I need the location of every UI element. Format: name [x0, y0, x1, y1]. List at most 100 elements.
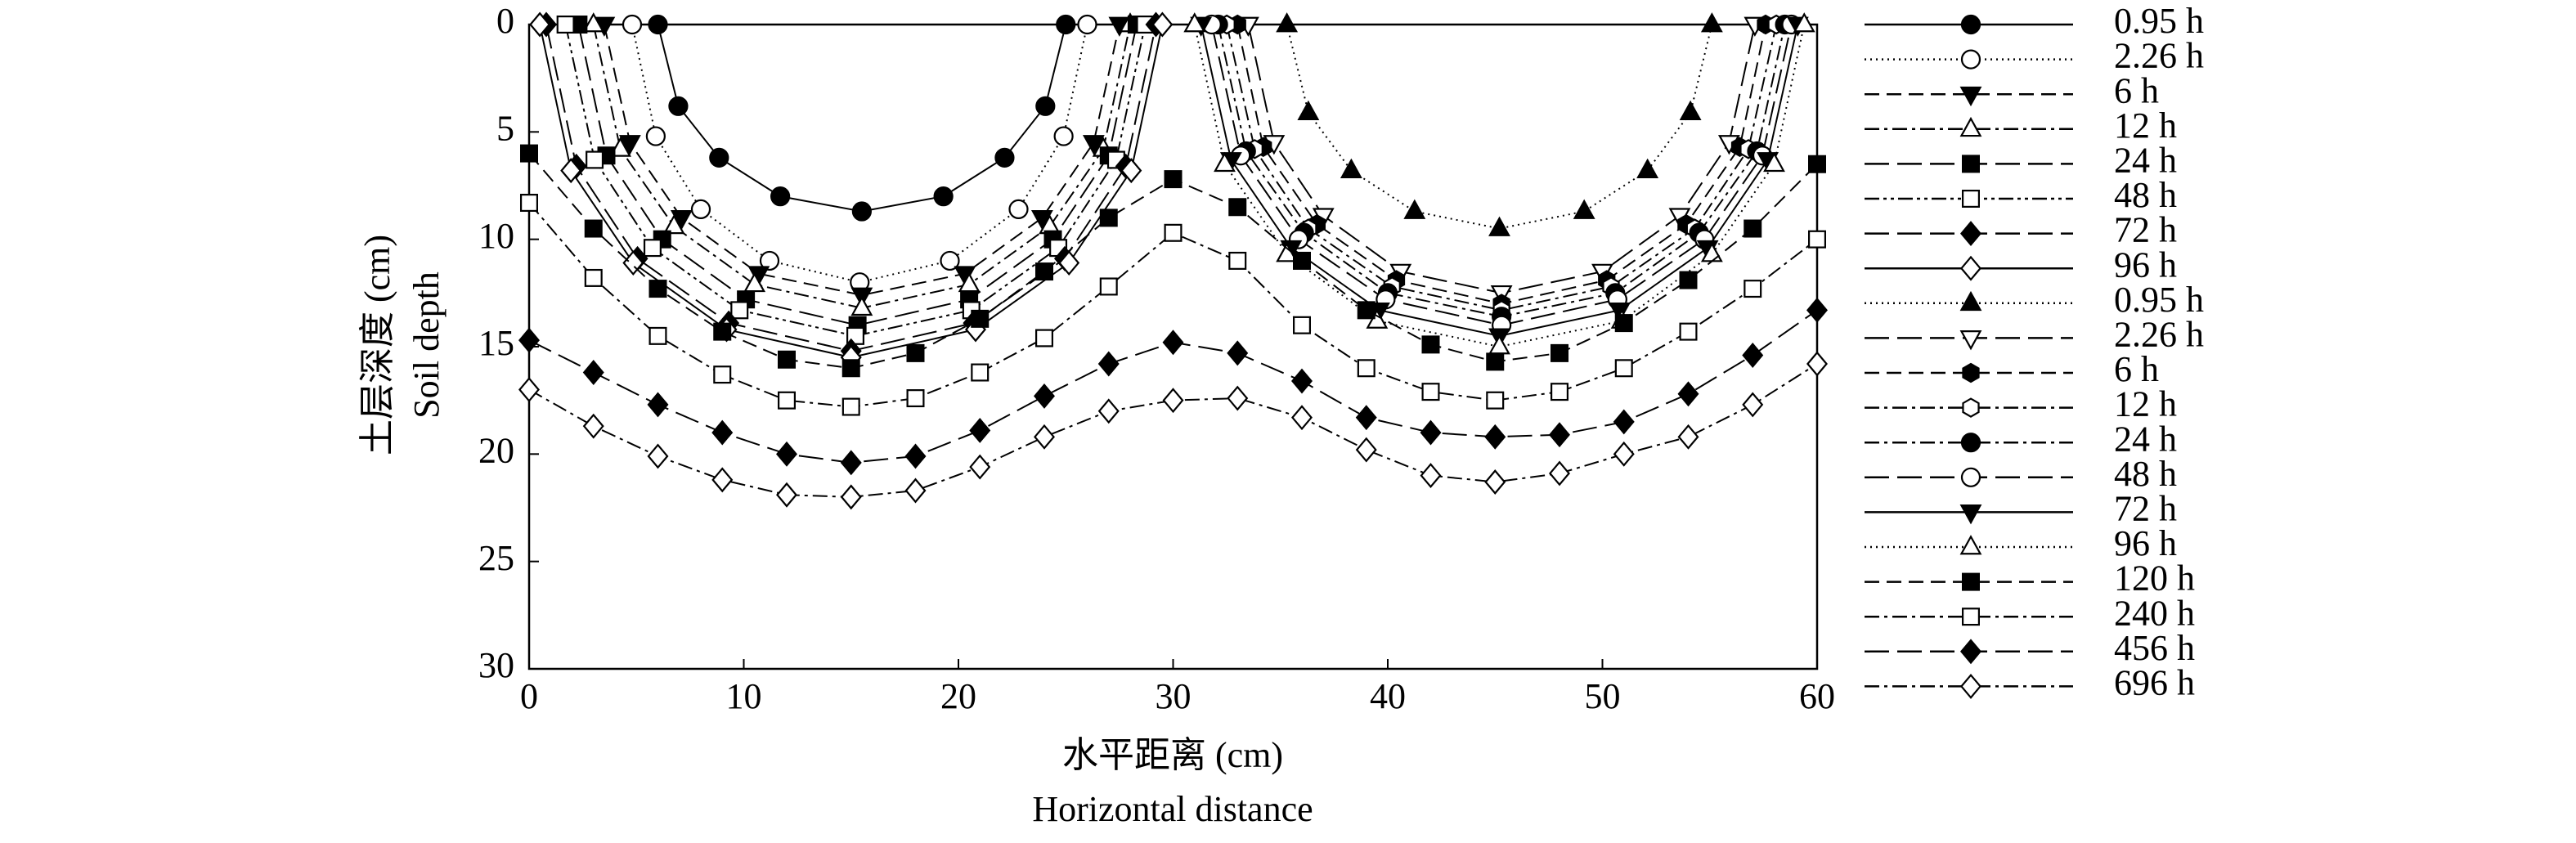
y-tick-label: 25	[478, 538, 514, 578]
data-point	[1486, 391, 1505, 410]
data-point	[584, 219, 603, 238]
data-point	[1292, 316, 1311, 334]
data-point	[519, 194, 538, 213]
data-point	[584, 268, 603, 287]
data-point	[933, 186, 954, 207]
data-point	[1162, 388, 1184, 414]
x-tick-label: 40	[1370, 676, 1406, 716]
y-tick-label: 30	[478, 645, 514, 685]
series-line	[545, 24, 1157, 352]
data-point	[840, 450, 862, 476]
data-point	[1097, 398, 1120, 424]
data-point	[648, 280, 667, 298]
legend-marker	[1959, 116, 1982, 137]
data-point	[713, 322, 732, 341]
data-point	[1613, 409, 1635, 435]
data-point	[840, 484, 862, 510]
data-point	[777, 350, 796, 369]
legend-marker	[1960, 639, 1981, 665]
data-point	[1355, 437, 1377, 463]
data-point	[1550, 383, 1568, 401]
legend-marker	[1959, 86, 1982, 107]
data-point	[850, 295, 873, 316]
data-point	[1403, 199, 1426, 219]
data-point	[1679, 322, 1698, 341]
data-point	[648, 326, 667, 345]
data-point	[1291, 368, 1313, 394]
data-point	[1550, 343, 1568, 362]
x-tick-label: 20	[940, 676, 976, 716]
data-point	[662, 213, 685, 235]
legend-marker	[1962, 608, 1981, 626]
data-point	[1793, 12, 1815, 33]
data-point	[776, 441, 797, 467]
y-axis-title-en: Soil depth	[406, 271, 447, 419]
legend-label: 48 h	[2114, 454, 2177, 494]
legend-label: 48 h	[2114, 175, 2177, 215]
plot-area	[518, 11, 1828, 510]
data-point	[841, 359, 860, 378]
y-tick-label: 10	[478, 216, 514, 256]
legend-label: 72 h	[2114, 488, 2177, 528]
data-point	[1613, 441, 1635, 467]
data-point	[1636, 158, 1659, 178]
data-point	[1034, 329, 1053, 348]
data-point	[1058, 250, 1080, 276]
data-point	[1297, 100, 1320, 121]
data-point	[1099, 277, 1118, 296]
x-tick-label: 10	[726, 676, 762, 716]
data-point	[1421, 335, 1440, 354]
legend-marker	[1960, 467, 1981, 487]
series-line	[657, 24, 1067, 213]
data-point	[776, 482, 797, 508]
data-point	[904, 478, 927, 504]
legend-label: 96 h	[2114, 244, 2177, 285]
data-point	[1742, 392, 1764, 418]
data-point	[1488, 216, 1510, 236]
legend-label: 2.26 h	[2114, 36, 2204, 76]
legend-marker	[1959, 535, 1982, 555]
legend-label: 6 h	[2114, 349, 2159, 389]
legend-label: 0.95 h	[2114, 280, 2204, 320]
data-point	[969, 417, 991, 443]
data-point	[1227, 385, 1249, 411]
y-tick-label: 0	[496, 1, 514, 41]
data-point	[1742, 343, 1764, 368]
data-point	[518, 377, 540, 402]
series-line	[1217, 24, 1786, 318]
data-point	[1183, 12, 1206, 33]
data-point	[1162, 330, 1184, 356]
data-point	[1549, 460, 1570, 487]
legend-marker	[1960, 14, 1981, 35]
data-point	[643, 239, 662, 258]
data-point	[560, 158, 582, 184]
data-point	[1099, 209, 1118, 227]
data-point	[668, 96, 689, 116]
data-point	[1008, 199, 1029, 219]
data-point	[711, 467, 734, 493]
data-point	[1488, 334, 1510, 355]
series-line	[528, 202, 1818, 408]
legend-marker	[1962, 362, 1980, 383]
data-point	[1421, 383, 1440, 401]
data-point	[1056, 14, 1076, 35]
data-point	[1744, 219, 1762, 238]
data-point	[1276, 12, 1299, 33]
data-point	[609, 137, 631, 157]
data-point	[1034, 383, 1055, 409]
legend-marker	[1962, 190, 1981, 209]
x-axis-title: 水平距离 (cm)	[1062, 735, 1283, 775]
data-point	[1808, 155, 1827, 173]
x-tick-label: 60	[1799, 676, 1835, 716]
x-tick-label: 0	[520, 676, 538, 716]
legend-label: 2.26 h	[2114, 314, 2204, 354]
legend-label: 120 h	[2114, 558, 2195, 599]
data-point	[1420, 463, 1442, 489]
data-point	[1806, 297, 1828, 323]
data-point	[1292, 251, 1311, 270]
y-axis-title: 土层深度 (cm)	[357, 235, 397, 455]
legend-label: 696 h	[2114, 662, 2195, 702]
data-point	[1549, 422, 1570, 448]
data-point	[1484, 469, 1506, 495]
